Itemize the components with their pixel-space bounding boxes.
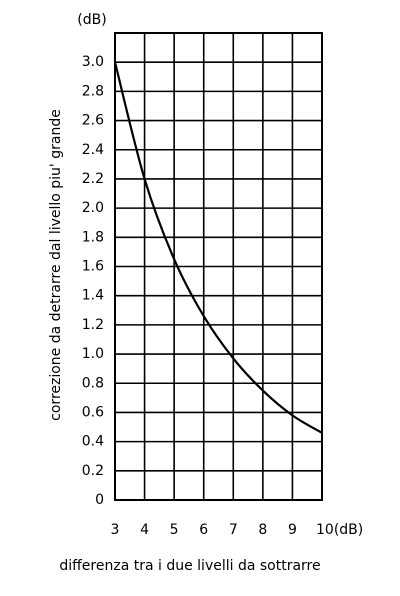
y-tick-label: 2.4	[82, 142, 104, 158]
y-axis-label: correzione da detrarre dal livello piu' …	[48, 109, 64, 421]
y-tick-label: 1.8	[82, 229, 104, 245]
x-tick-label: 10(dB)	[316, 522, 363, 538]
x-tick-label: 9	[288, 522, 297, 538]
y-tick-label: 2.0	[82, 200, 104, 216]
y-tick-label: 0.8	[82, 375, 104, 391]
y-tick-label: 1.6	[82, 259, 104, 275]
x-tick-label: 3	[111, 522, 120, 538]
y-tick-label: 1.2	[82, 317, 104, 333]
y-tick-label: 2.2	[82, 171, 104, 187]
x-tick-label: 8	[258, 522, 267, 538]
y-tick-label: 0.6	[82, 404, 104, 420]
x-tick-label: 5	[170, 522, 179, 538]
y-tick-label: 3.0	[82, 54, 104, 70]
y-tick-label: 1.4	[82, 288, 104, 304]
x-tick-label: 6	[199, 522, 208, 538]
y-tick-label: 2.8	[82, 83, 104, 99]
y-tick-label: 0	[95, 492, 104, 508]
x-tick-label: 4	[140, 522, 149, 538]
y-tick-label: 0.2	[82, 463, 104, 479]
x-axis-label: differenza tra i due livelli da sottrarr…	[59, 558, 320, 574]
y-tick-label: 0.4	[82, 434, 104, 450]
x-tick-label: 7	[229, 522, 238, 538]
y-unit: (dB)	[77, 12, 106, 28]
curve	[113, 61, 323, 434]
y-tick-label: 2.6	[82, 113, 104, 129]
y-tick-label: 1.0	[82, 346, 104, 362]
